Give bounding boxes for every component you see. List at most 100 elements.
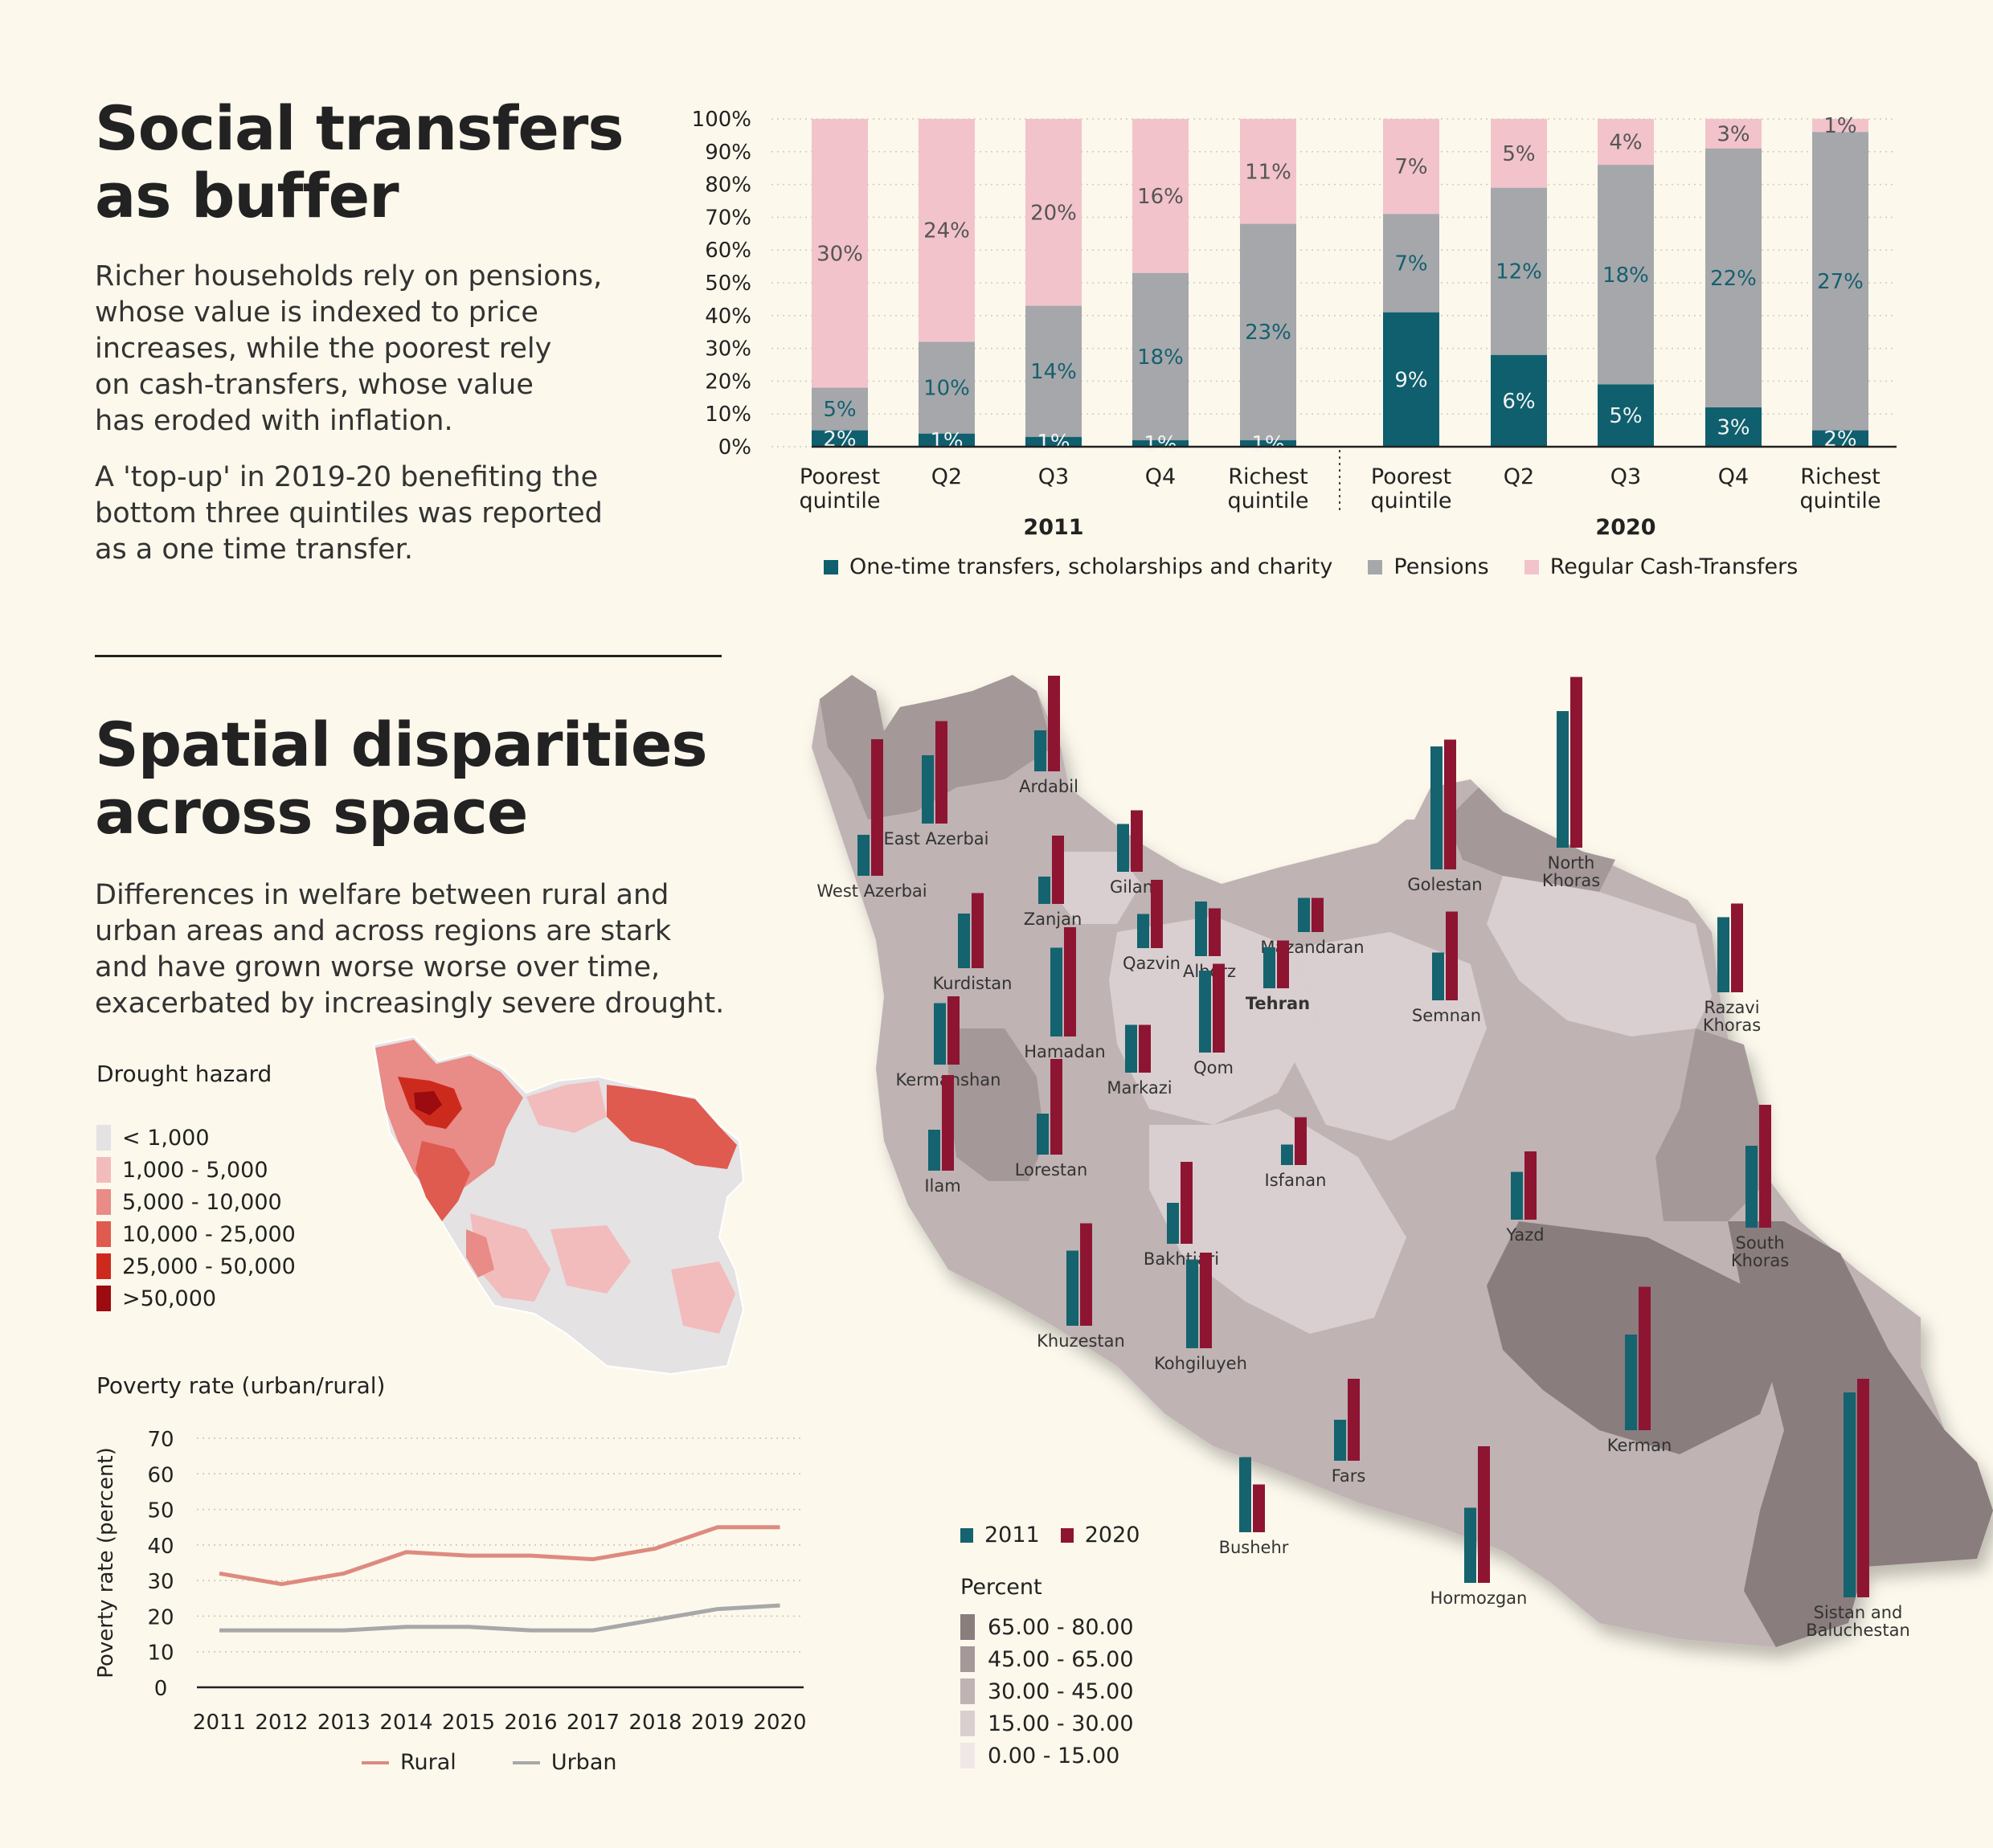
drought-legend-label: 25,000 - 50,000 — [122, 1253, 296, 1279]
drought-zone-west — [415, 1141, 470, 1221]
percent-legend-title: Percent — [960, 1575, 1042, 1600]
province-label: Khoras — [1731, 1251, 1789, 1270]
province-label: Mazandaran — [1260, 938, 1364, 957]
para1-line: whose value is indexed to price — [95, 296, 538, 329]
x-tick-label-line2: quintile — [1799, 489, 1880, 513]
para-line: Differences in welfare between rural and — [95, 879, 669, 911]
bar-segment-onetime — [1598, 384, 1654, 447]
drought-zone-south — [470, 1213, 550, 1302]
bar-segment-onetime — [919, 433, 975, 447]
province-bar-2011 — [928, 1130, 940, 1171]
para2-line: as a one time transfer. — [95, 534, 413, 566]
x-tick-label: Richest — [1228, 464, 1308, 489]
x-tick-label: 2014 — [379, 1711, 432, 1735]
x-tick-label: 2020 — [753, 1711, 806, 1735]
percent-legend-label: 15.00 - 30.00 — [988, 1711, 1134, 1736]
iran-province-shapes — [812, 675, 1993, 1647]
legend-swatch-pensions — [1368, 559, 1383, 574]
bar-segment-cash — [1598, 119, 1654, 166]
data-label-onetime: 1% — [1144, 432, 1177, 456]
section2-title: Spatial disparities across space — [95, 711, 708, 848]
province-label: Zanjan — [1024, 910, 1082, 929]
bar-segment-cash — [812, 119, 868, 388]
x-tick-label: 2015 — [442, 1711, 495, 1735]
section1-paragraph1: Richer households rely on pensions, whos… — [95, 259, 602, 440]
province-label: Lorestan — [1015, 1160, 1088, 1180]
y-tick-label: 70% — [705, 206, 751, 230]
province-label: Markazi — [1107, 1078, 1172, 1098]
province-label: Qom — [1193, 1058, 1234, 1077]
data-label-pensions: 10% — [923, 377, 970, 401]
province-label: South — [1735, 1233, 1784, 1253]
province-label: Tehran — [1246, 994, 1310, 1013]
year-legend-2020: 2020 — [1060, 1523, 1140, 1547]
province-label: North — [1548, 853, 1595, 873]
bar-segment-onetime — [1132, 440, 1189, 447]
year-label-2020: 2020 — [1084, 1523, 1140, 1547]
data-label-pensions: 22% — [1710, 267, 1757, 291]
y-axis-label: Poverty rate (percent) — [94, 1447, 118, 1678]
data-label-pensions: 27% — [1817, 270, 1864, 294]
year-swatch-2011 — [960, 1527, 973, 1543]
region-khuzestan — [948, 1028, 1045, 1181]
bar-segment-cash — [1705, 119, 1762, 149]
drought-legend-swatch — [96, 1253, 111, 1279]
group-label-2020: 2020 — [1595, 515, 1655, 540]
line-chart-title: Poverty rate (urban/rural) — [96, 1372, 386, 1399]
province-bar-2020 — [1181, 1162, 1193, 1244]
province-map-legend: 2011 2020 Percent 65.00 - 80.00 45.00 - 6… — [960, 1523, 1140, 1775]
province-bar-2020 — [1446, 911, 1458, 1000]
bar-segment-onetime — [1705, 407, 1762, 447]
province-bar-2020 — [1312, 897, 1324, 932]
province-label: Gilan — [1110, 877, 1153, 897]
group-label-2011: 2011 — [1023, 515, 1083, 540]
year-label-2011: 2011 — [984, 1523, 1040, 1547]
x-tick-label-line2: quintile — [799, 489, 880, 513]
province-bar-2011 — [922, 755, 934, 824]
year-legend: 2011 2020 — [960, 1523, 1140, 1547]
legend-swatch-onetime — [824, 559, 838, 574]
y-tick-label: 0% — [718, 435, 751, 460]
percent-legend-item: 45.00 - 65.00 — [960, 1646, 1140, 1672]
poverty-line-chart: 0 10 20 30 40 50 60 70 2011 2012 2013 2014 2015 2016 2… — [94, 1428, 807, 1735]
data-label-cash: 5% — [1502, 142, 1535, 166]
province-label: Bushehr — [1219, 1538, 1289, 1557]
y-tick-label: 30 — [147, 1570, 174, 1594]
province-label: Hamadan — [1024, 1042, 1106, 1061]
province-bar-2011 — [857, 835, 870, 876]
para-line: and have grown worse worse over time, — [95, 951, 661, 983]
y-tick-label: 0 — [154, 1677, 168, 1701]
y-tick-label: 50% — [705, 272, 751, 296]
province-bar-2020 — [1570, 677, 1582, 848]
bar-segment-cash — [1491, 119, 1547, 188]
province-bars: Ardabil East Azerbai West Azerbai Zanjan Gil… — [816, 676, 1910, 1640]
legend-item-pensions: Pensions — [1368, 554, 1489, 579]
province-bar-2011 — [1117, 824, 1129, 872]
y-tick-label: 50 — [147, 1499, 174, 1523]
province-bar-2011 — [1557, 711, 1569, 848]
drought-legend-label: >50,000 — [122, 1286, 217, 1311]
province-bar-2020 — [1050, 1059, 1062, 1155]
bar-segment-pensions — [919, 341, 975, 434]
province-bar-2011 — [1137, 914, 1149, 948]
drought-legend-item: 10,000 - 25,000 — [96, 1221, 296, 1247]
legend-swatch-cash — [1524, 559, 1539, 574]
percent-legend-label: 65.00 - 80.00 — [988, 1614, 1134, 1640]
drought-legend-label: < 1,000 — [122, 1125, 210, 1151]
x-tick-label: 2013 — [317, 1711, 370, 1735]
drought-legend-label: 1,000 - 5,000 — [122, 1157, 268, 1183]
province-label: East Azerbai — [884, 829, 989, 848]
y-tick-label: 60 — [147, 1463, 174, 1487]
province-bar-2011 — [1717, 917, 1729, 992]
bar-segment-onetime — [1812, 430, 1868, 447]
province-label: Sistan and — [1814, 1603, 1903, 1622]
section2-title-line2: across space — [95, 776, 528, 848]
bar-segment-onetime — [812, 430, 868, 447]
x-tick-label: Q4 — [1145, 464, 1176, 489]
bar-segment-onetime — [1383, 312, 1439, 447]
province-label: Ardabil — [1019, 777, 1078, 796]
province-label: Yazd — [1505, 1225, 1544, 1245]
data-label-cash: 11% — [1245, 160, 1291, 184]
bar-segment-onetime — [1491, 354, 1547, 447]
province-bar-2020 — [1348, 1379, 1360, 1461]
